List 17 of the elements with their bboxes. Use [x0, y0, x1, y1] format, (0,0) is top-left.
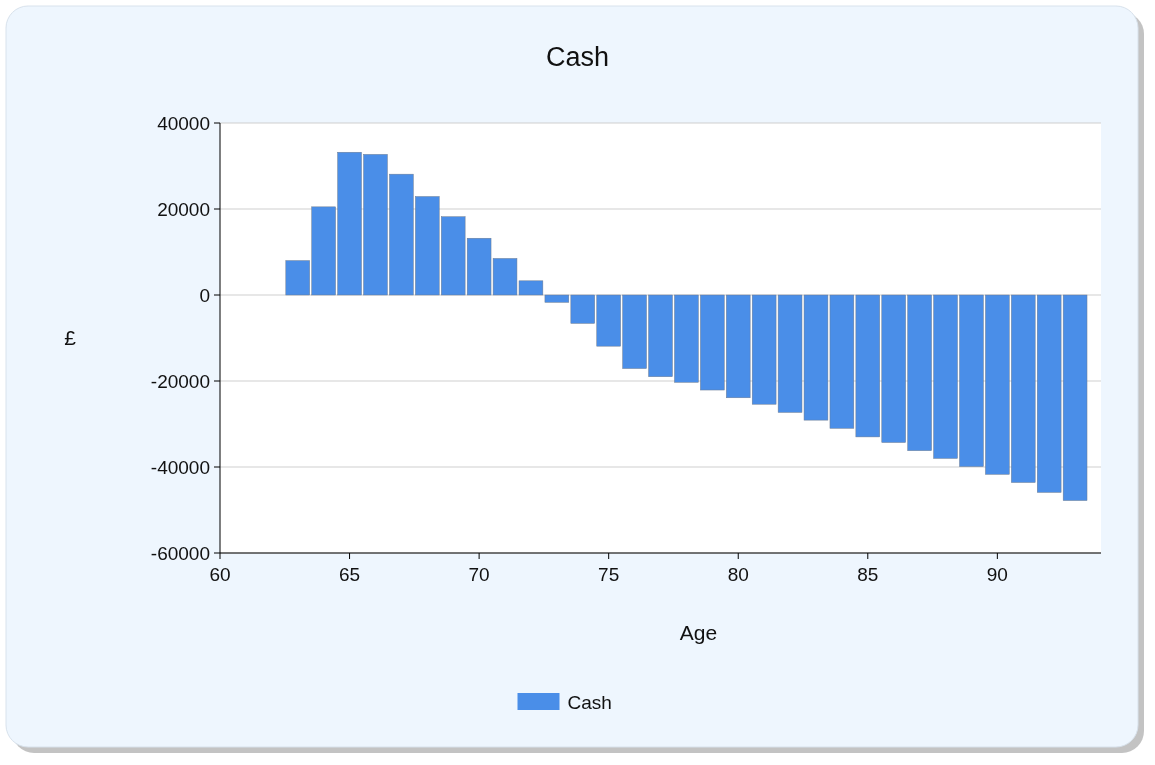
legend-label: Cash	[567, 691, 612, 713]
x-tick-label: 85	[857, 564, 879, 585]
x-tick-label: 90	[986, 564, 1008, 585]
chart-title: Cash	[545, 42, 610, 72]
x-tick-label: 65	[338, 564, 361, 585]
y-tick-label: -40000	[150, 456, 210, 478]
x-tick-label: 70	[468, 564, 490, 585]
y-tick-label: 20000	[157, 198, 210, 220]
y-tick-label: -20000	[150, 370, 210, 392]
x-tick-label: 75	[598, 564, 620, 585]
y-tick-label: 40000	[157, 112, 210, 134]
y-tick-label: -60000	[150, 542, 210, 564]
y-axis-title: £	[64, 326, 77, 350]
x-tick-label: 80	[727, 564, 749, 585]
y-tick-label: 0	[199, 284, 210, 306]
x-tick-label: 60	[209, 564, 231, 585]
x-axis-title: Age	[679, 621, 718, 644]
